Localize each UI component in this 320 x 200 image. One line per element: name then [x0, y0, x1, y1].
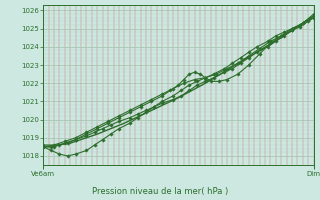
- Text: Pression niveau de la mer( hPa ): Pression niveau de la mer( hPa ): [92, 187, 228, 196]
